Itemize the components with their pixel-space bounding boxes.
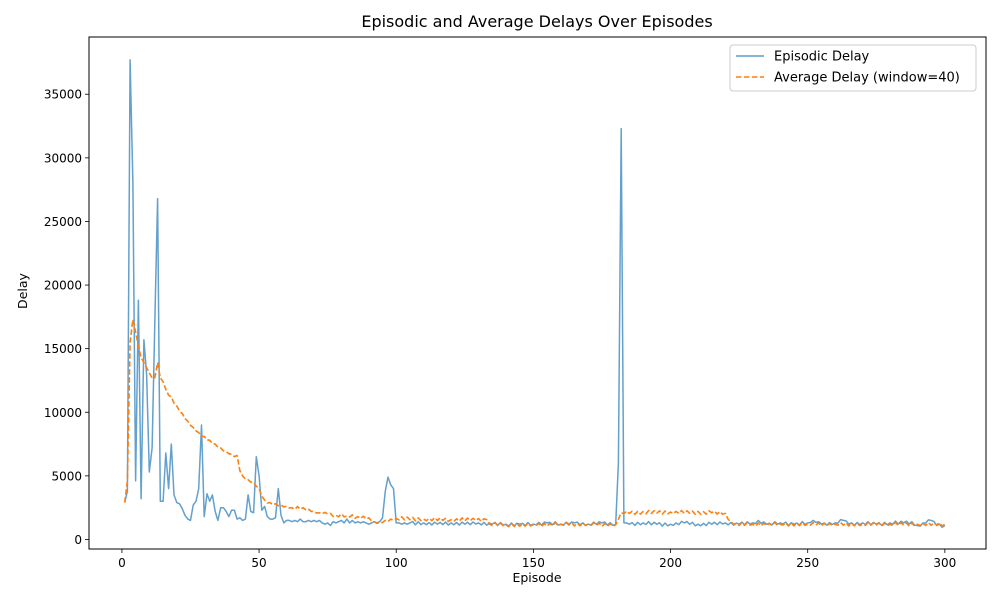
x-tick-label: 50: [251, 556, 266, 570]
series-layer: [123, 59, 946, 529]
x-tick-label: 200: [659, 556, 682, 570]
x-axis-label: Episode: [512, 570, 561, 585]
y-tick-label: 10000: [44, 406, 82, 420]
y-tick-label: 30000: [44, 151, 82, 165]
x-tick-label: 100: [385, 556, 408, 570]
y-axis-label: Delay: [15, 272, 30, 308]
legend-label-episodic-delay: Episodic Delay: [774, 50, 870, 65]
y-tick-label: 5000: [51, 469, 82, 483]
plot-frame: [88, 36, 987, 550]
legend-label-average-delay: Average Delay (window=40): [774, 71, 960, 86]
x-tick-label: 250: [796, 556, 819, 570]
ticks-layer: 0 50 100 150 200 250 300 0 5000 10000 15000 20000 25…: [44, 88, 956, 570]
chart-title: Episodic and Average Delays Over Episode…: [361, 12, 712, 31]
legend-box: [729, 44, 977, 92]
y-tick-label: 20000: [44, 279, 82, 293]
y-tick-label: 15000: [44, 342, 82, 356]
x-tick-label: 150: [522, 556, 545, 570]
series-line-episodic-delay: [123, 59, 946, 529]
y-tick-label: 25000: [44, 215, 82, 229]
x-tick-label: 0: [118, 556, 126, 570]
y-tick-label: 0: [74, 533, 82, 547]
y-tick-label: 35000: [44, 88, 82, 102]
legend: Episodic Delay Average Delay (window=40): [729, 44, 977, 92]
x-tick-label: 300: [933, 556, 956, 570]
